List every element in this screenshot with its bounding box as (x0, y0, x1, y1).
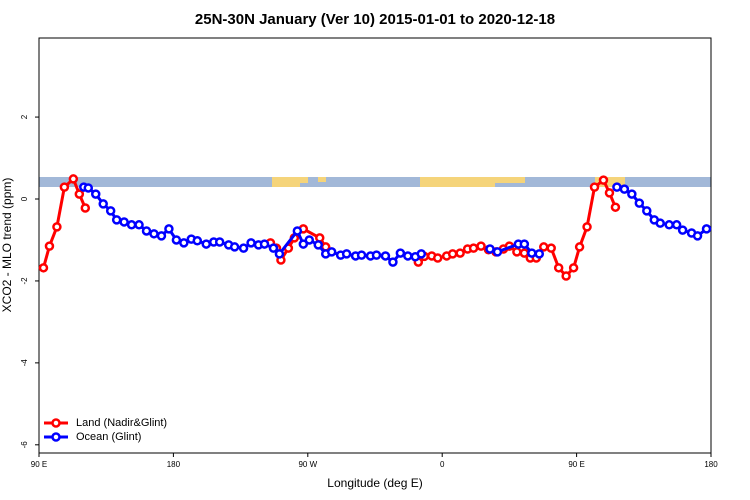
point (561, 271, 571, 281)
point (111, 215, 122, 225)
point (634, 198, 645, 208)
point (298, 239, 309, 249)
legend-label: Land (Nadir&Glint) (76, 417, 167, 429)
point (664, 220, 674, 230)
point (455, 248, 465, 258)
point (598, 175, 609, 185)
point (292, 226, 303, 236)
legend-swatch (51, 418, 61, 428)
point (371, 250, 382, 260)
chart-title: 25N-30N January (Ver 10) 2015-01-01 to 2… (195, 11, 555, 28)
point (380, 251, 391, 261)
point (512, 247, 522, 257)
point (141, 226, 152, 236)
point (201, 239, 212, 249)
point (534, 249, 545, 259)
point (98, 199, 108, 209)
point (610, 202, 621, 212)
point (589, 182, 600, 192)
point (119, 217, 129, 227)
point (447, 249, 458, 259)
point (268, 243, 279, 253)
point (604, 188, 615, 198)
point (126, 220, 137, 230)
y-tick-label: -4 (20, 359, 29, 367)
point (627, 189, 637, 199)
point (655, 218, 665, 228)
point (214, 237, 225, 247)
point (38, 263, 49, 273)
point (164, 224, 174, 234)
point (432, 253, 443, 263)
point (259, 239, 270, 249)
y-tick-label: 0 (20, 196, 29, 201)
point (492, 247, 503, 257)
point (388, 257, 398, 267)
point (52, 222, 62, 232)
point (692, 231, 703, 241)
point (519, 239, 530, 249)
x-tick-label: 180 (704, 460, 718, 469)
point (105, 206, 116, 216)
point (274, 249, 285, 259)
legend-swatch (51, 432, 61, 442)
point (74, 189, 85, 199)
point (677, 225, 688, 235)
point (476, 241, 486, 251)
point (568, 263, 579, 273)
x-tick-label: 90 E (568, 460, 584, 469)
point (701, 224, 712, 234)
legend-label: Ocean (Glint) (76, 431, 141, 443)
point (238, 243, 249, 253)
point (179, 238, 189, 248)
y-axis-label: XCO2 - MLO trend (ppm) (0, 178, 14, 313)
point (171, 235, 182, 245)
point (83, 183, 94, 193)
point (553, 263, 564, 273)
point (326, 247, 337, 257)
point (612, 182, 622, 192)
y-tick-label: 2 (20, 114, 29, 119)
point (538, 242, 549, 252)
point (468, 243, 479, 253)
point (44, 241, 55, 251)
point (527, 248, 537, 258)
point (356, 250, 367, 260)
point (90, 189, 101, 199)
point (485, 244, 495, 254)
point (403, 251, 413, 261)
point (80, 203, 91, 213)
point (134, 220, 144, 230)
point (304, 235, 315, 245)
point (582, 222, 592, 232)
y-tick-label: -6 (20, 441, 29, 449)
point (68, 174, 79, 184)
x-tick-label: 180 (167, 460, 181, 469)
point (416, 249, 427, 259)
point (246, 238, 256, 248)
point (574, 242, 585, 252)
y-tick-label: -2 (20, 277, 29, 285)
point (546, 243, 556, 253)
point (229, 242, 240, 252)
point (59, 182, 70, 192)
point (156, 231, 167, 241)
x-tick-label: 0 (440, 460, 445, 469)
point (671, 220, 682, 230)
point (341, 249, 352, 259)
point (395, 248, 406, 258)
point (149, 229, 159, 239)
x-axis-label: Longitude (deg E) (327, 476, 422, 490)
plot-frame (38, 37, 712, 454)
x-tick-label: 90 E (31, 460, 47, 469)
map-strip (39, 177, 711, 187)
point (192, 236, 203, 246)
x-tick-label: 90 W (298, 460, 317, 469)
point (313, 240, 324, 250)
point (619, 184, 630, 194)
point (642, 206, 652, 216)
